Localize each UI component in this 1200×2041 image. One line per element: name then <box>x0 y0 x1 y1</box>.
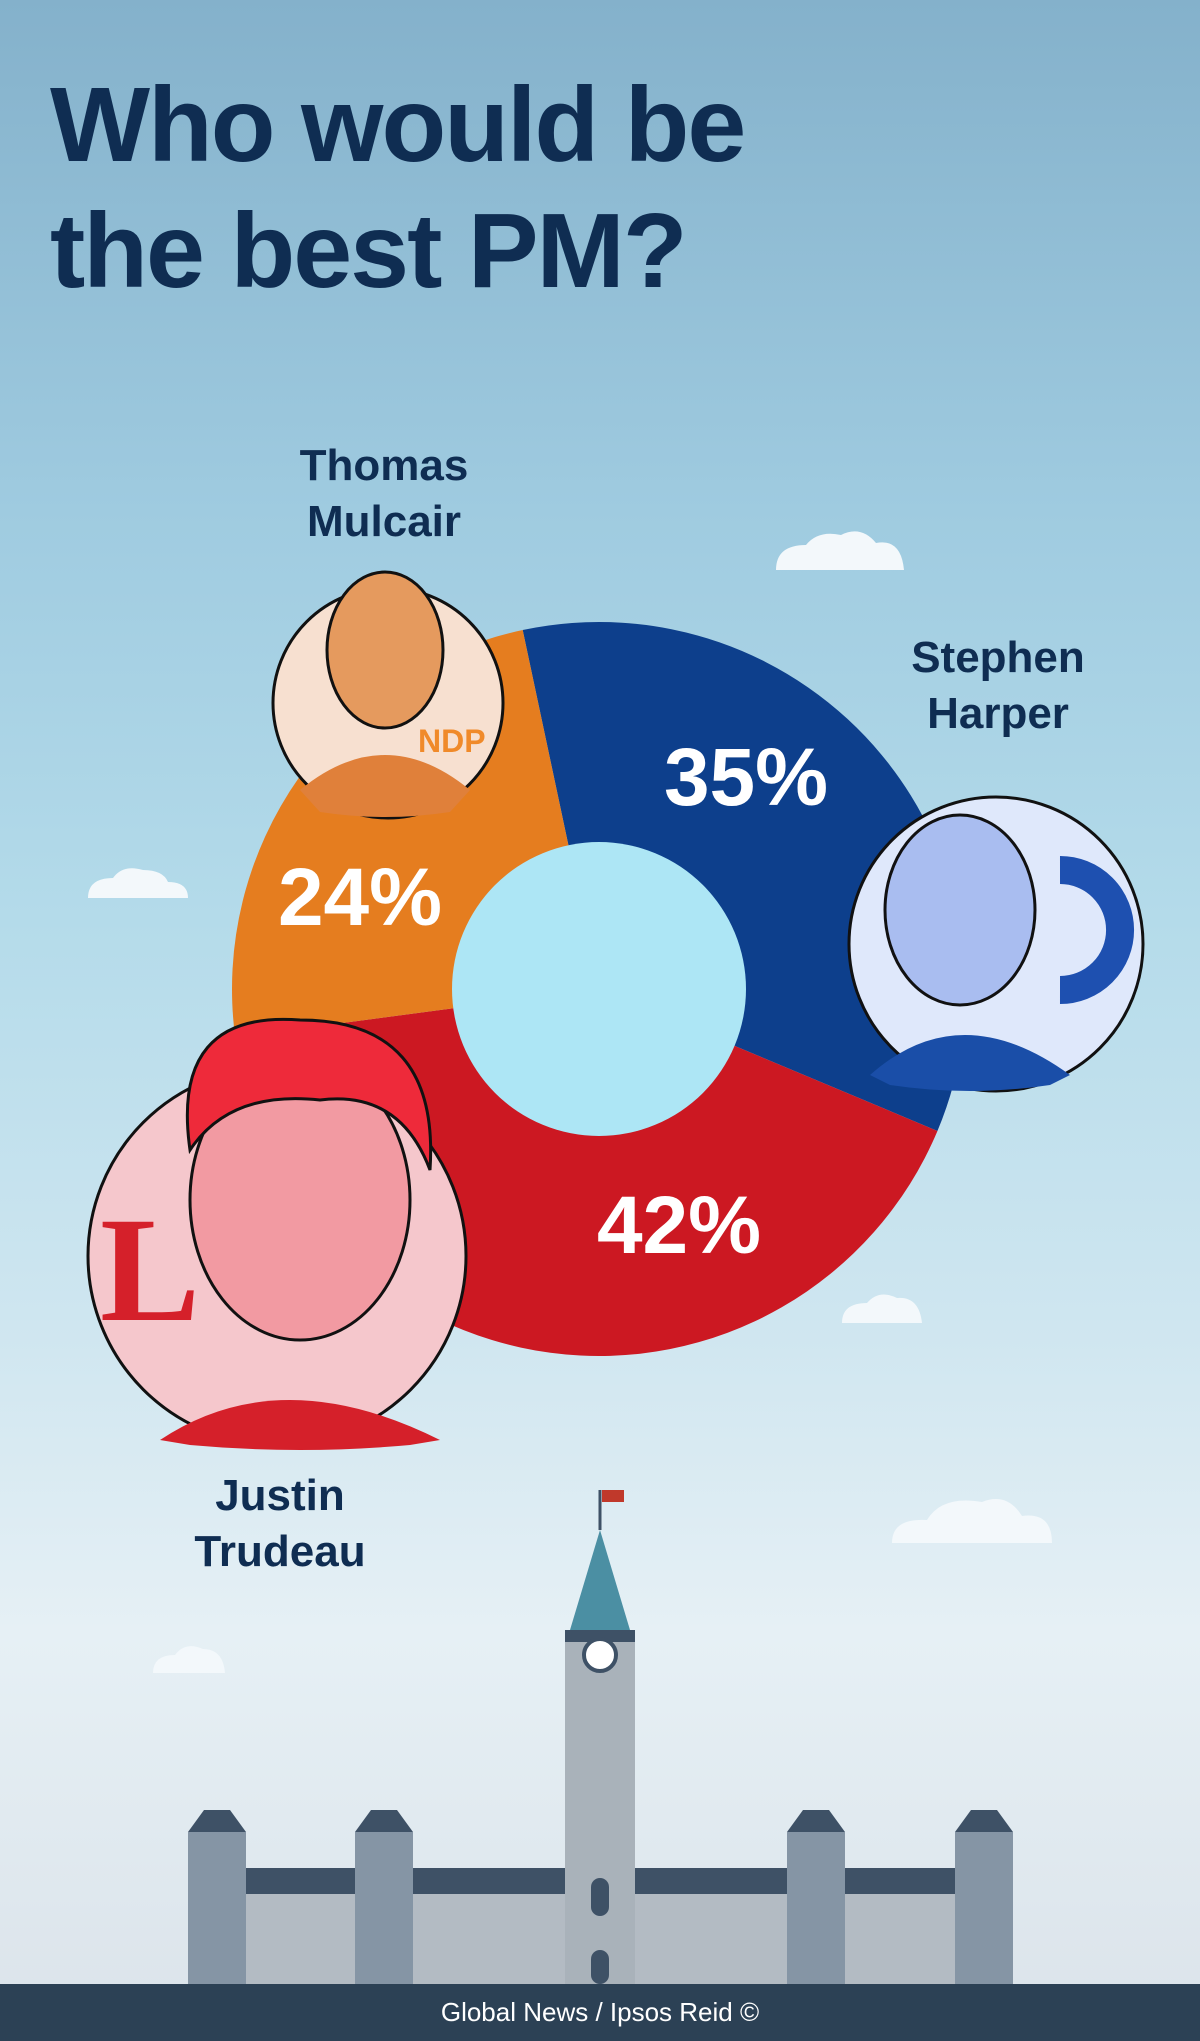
cloud <box>88 868 188 898</box>
svg-text:L: L <box>100 1187 200 1353</box>
label-stephen-harper: Stephen Harper <box>848 630 1148 742</box>
label-thomas-mulcair: Thomas Mulcair <box>234 438 534 550</box>
data-label-harper: 35% <box>663 732 829 823</box>
donut-slice-stephen-harper <box>522 622 966 1131</box>
clouds <box>88 531 1052 1673</box>
first-name: Stephen <box>911 633 1085 682</box>
cloud <box>892 1499 1052 1543</box>
donut-hole <box>452 842 746 1136</box>
svg-text:NDP: NDP <box>418 723 486 759</box>
cloud <box>153 1646 225 1673</box>
last-name: Mulcair <box>306 497 462 546</box>
trudeau-portrait: L <box>86 1017 468 1450</box>
cloud <box>776 531 904 570</box>
last-name: Trudeau <box>194 1527 366 1576</box>
title-line-2: the best PM? <box>50 192 688 310</box>
title-line-1: Who would be <box>50 66 746 184</box>
first-name: Thomas <box>299 441 469 490</box>
last-name: Harper <box>927 689 1069 738</box>
data-label-mulcair: 24% <box>277 852 443 943</box>
label-justin-trudeau: Justin Trudeau <box>130 1468 430 1580</box>
first-name: Justin <box>215 1471 345 1520</box>
parliament-building <box>188 1490 1013 1984</box>
mulcair-portrait: NDP <box>271 570 505 820</box>
harper-portrait <box>847 795 1145 1093</box>
data-label-trudeau: 42% <box>596 1180 762 1271</box>
cloud <box>842 1294 922 1323</box>
source-footer: Global News / Ipsos Reid © <box>0 1984 1200 2041</box>
page-title: Who would be the best PM? <box>50 62 746 314</box>
